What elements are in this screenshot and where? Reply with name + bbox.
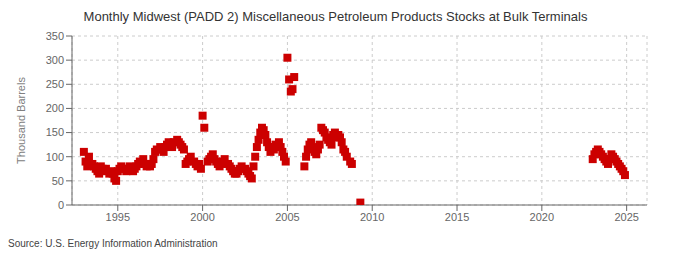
svg-text:2000: 2000 xyxy=(190,211,214,223)
html-text:Monthly Midwest (PADD 2) Misce: Monthly Midwest (PADD 2) Miscellaneous P… xyxy=(83,9,588,24)
svg-text:250: 250 xyxy=(46,78,64,90)
svg-text:1995: 1995 xyxy=(106,211,130,223)
svg-text:0: 0 xyxy=(58,199,64,211)
html-text:Source: U.S. Energy Informatio: Source: U.S. Energy Information Administ… xyxy=(8,238,218,249)
svg-text:2010: 2010 xyxy=(360,211,384,223)
svg-text:Thousand Barrels: Thousand Barrels xyxy=(15,77,27,164)
svg-text:350: 350 xyxy=(46,30,64,42)
svg-text:50: 50 xyxy=(52,175,64,187)
svg-text:200: 200 xyxy=(46,102,64,114)
svg-text:2025: 2025 xyxy=(614,211,638,223)
svg-text:100: 100 xyxy=(46,151,64,163)
svg-text:2020: 2020 xyxy=(530,211,554,223)
svg-text:2015: 2015 xyxy=(445,211,469,223)
svg-text:150: 150 xyxy=(46,126,64,138)
svg-text:300: 300 xyxy=(46,54,64,66)
svg-text:2005: 2005 xyxy=(275,211,299,223)
